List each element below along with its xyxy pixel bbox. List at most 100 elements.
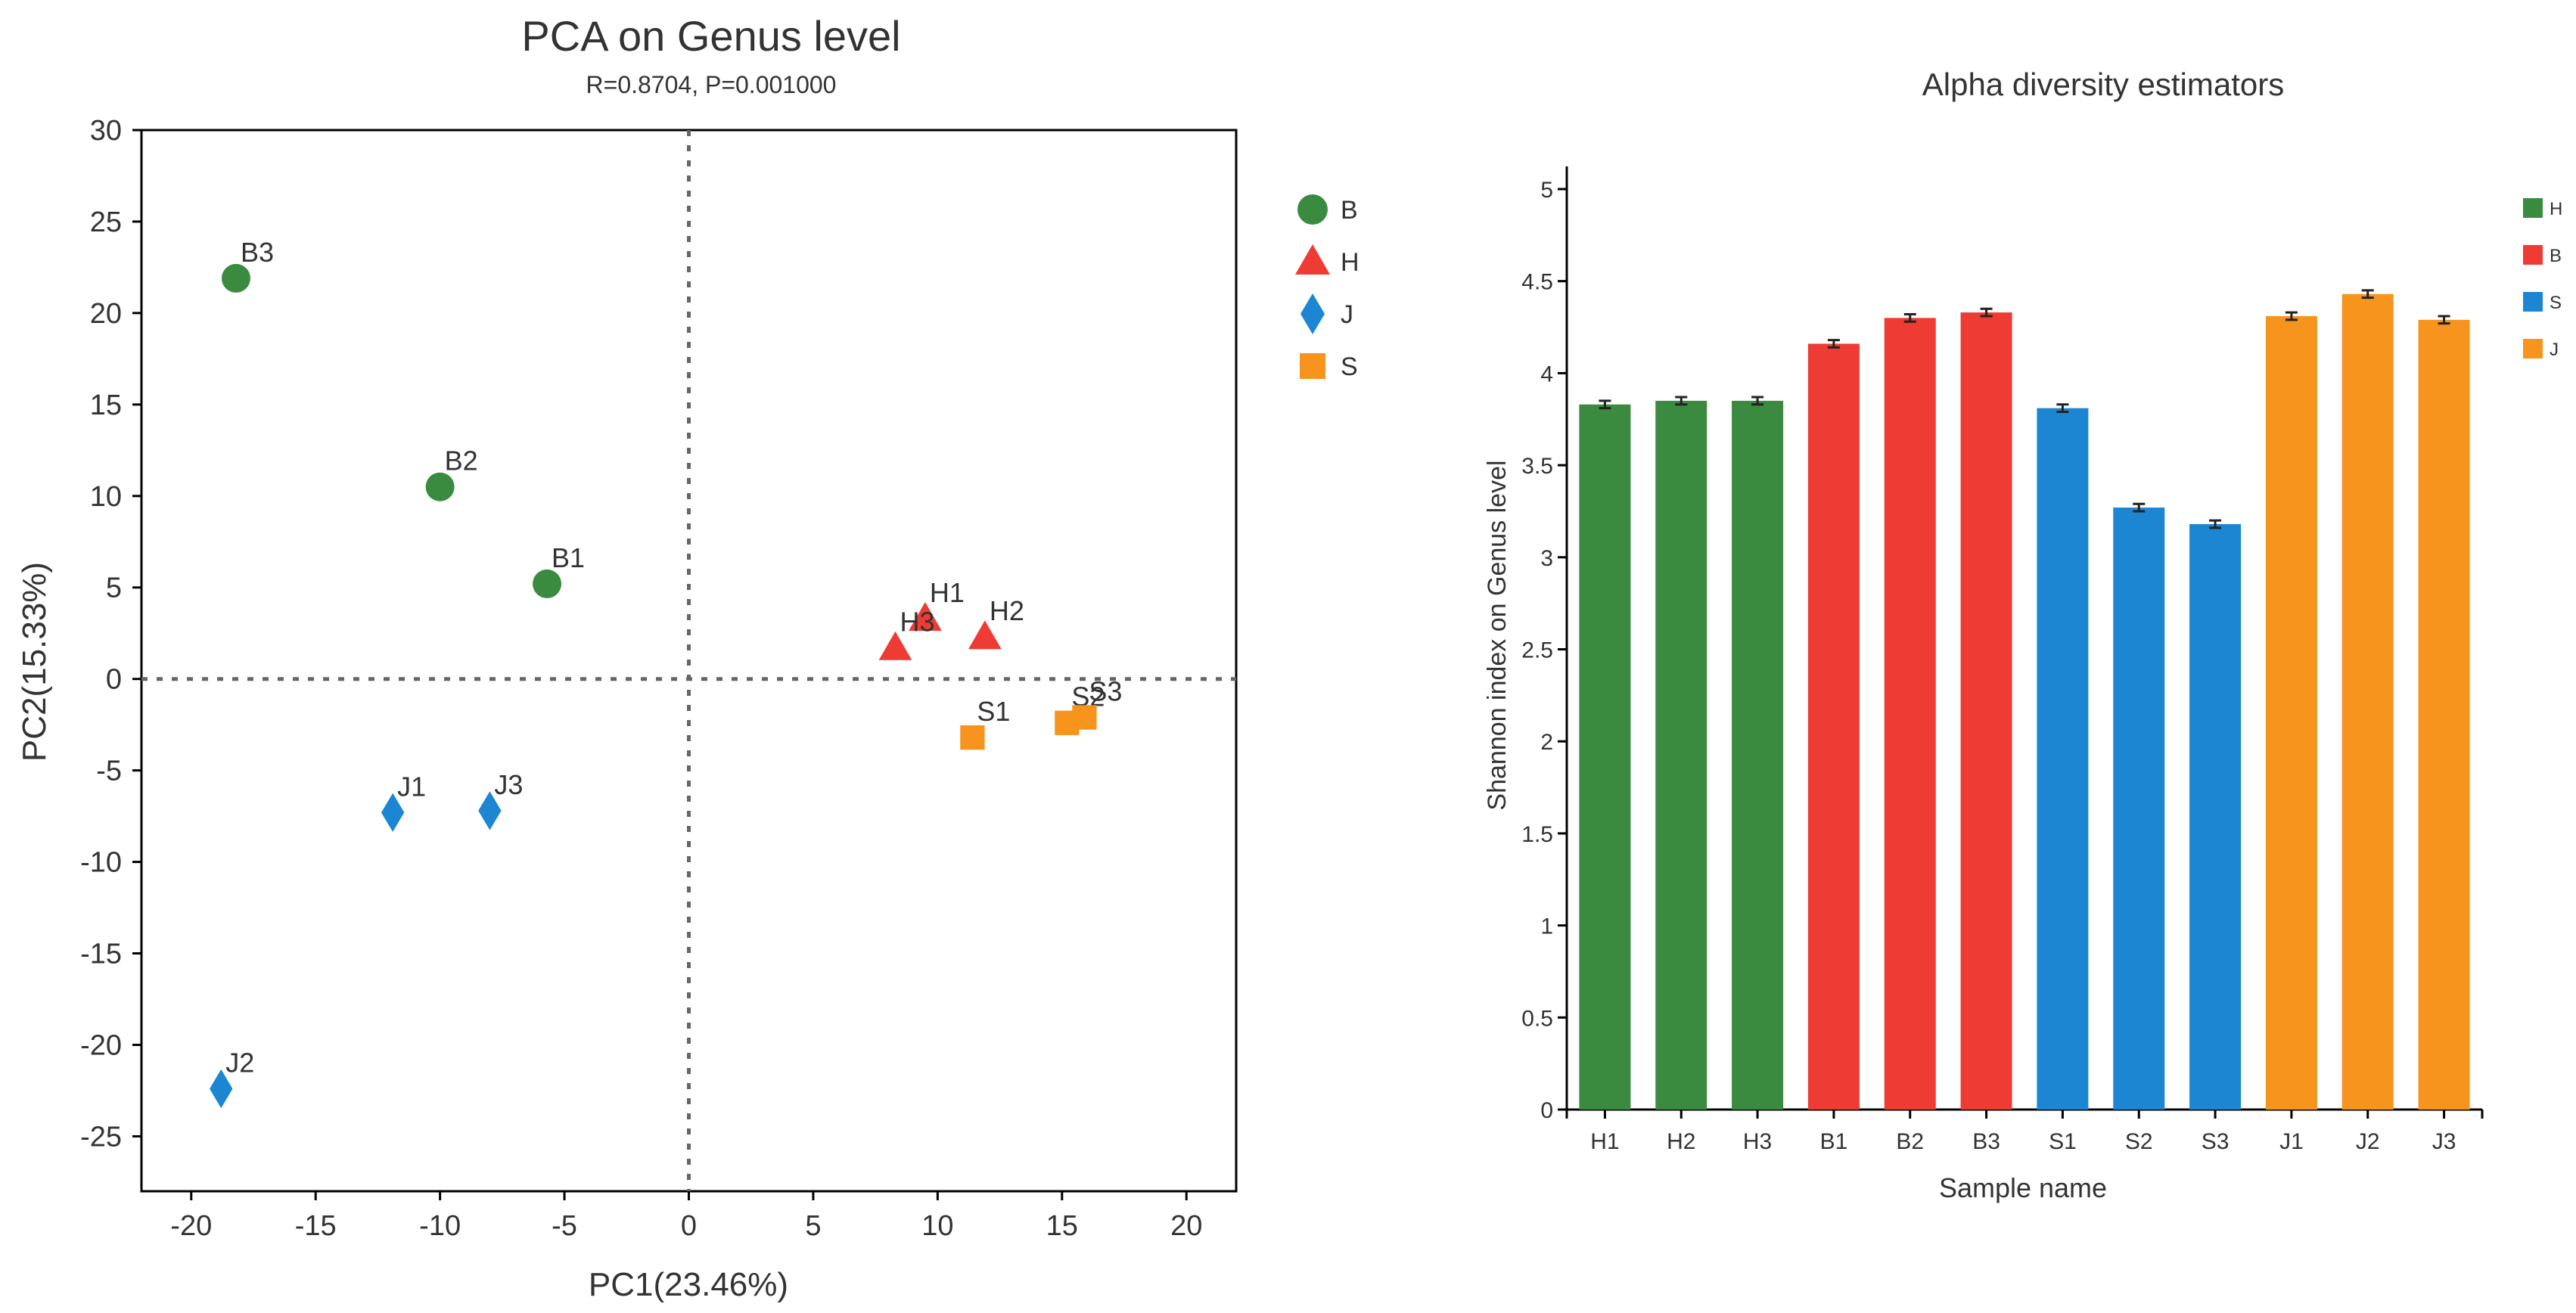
alpha-legend-swatch-b bbox=[2523, 245, 2543, 265]
alpha-y-tick-label: 3 bbox=[1540, 546, 1553, 571]
pca-y-axis: 30 25 20 15 10 5 0 -5 -10 -15 -20 -25 bbox=[80, 115, 141, 1153]
alpha-error-bar-h1 bbox=[1599, 399, 1611, 410]
alpha-legend-swatch-j bbox=[2523, 339, 2543, 359]
alpha-y-tick-label: 0 bbox=[1540, 1098, 1553, 1123]
alpha-error-bar-b3 bbox=[1980, 307, 1993, 318]
pca-subtitle: R=0.8704, P=0.001000 bbox=[586, 71, 837, 98]
alpha-bar-j3 bbox=[2418, 319, 2470, 1110]
pca-y-tick-label: -15 bbox=[80, 939, 122, 970]
pca-y-tick-label: -20 bbox=[80, 1029, 122, 1061]
alpha-bar-s3 bbox=[2189, 523, 2242, 1110]
alpha-x-axis: H1 H2 H3 B1 B2 B3 S1 S2 S3 J1 J2 J3 bbox=[1565, 1110, 2484, 1154]
alpha-y-axis-label: Shannon index on Genus level bbox=[1483, 460, 1512, 810]
pca-x-axis-label: PC1(23.46%) bbox=[589, 1266, 788, 1303]
pca-x-tick-label: -15 bbox=[295, 1210, 337, 1242]
pca-point-h2 bbox=[968, 620, 1002, 650]
pca-point-h3 bbox=[878, 631, 912, 660]
alpha-bar-h3 bbox=[1732, 400, 1784, 1110]
pca-legend-marker-s bbox=[1300, 353, 1325, 379]
pca-legend-marker-b bbox=[1297, 194, 1328, 225]
alpha-x-tick-label-b3: B3 bbox=[1972, 1129, 2000, 1154]
alpha-legend-label-h: H bbox=[2550, 199, 2562, 219]
alpha-bar-s1 bbox=[2037, 408, 2089, 1110]
pca-y-tick-label: -25 bbox=[80, 1121, 122, 1153]
alpha-y-tick-label: 2 bbox=[1540, 730, 1553, 755]
alpha-bar-b1 bbox=[1807, 343, 1860, 1110]
alpha-error-bar-b1 bbox=[1827, 339, 1840, 349]
alpha-y-tick-label: 1 bbox=[1540, 914, 1553, 939]
pca-y-tick-label: 30 bbox=[90, 115, 122, 147]
alpha-error-bar-h2 bbox=[1675, 396, 1688, 406]
pca-legend-marker-h bbox=[1295, 244, 1330, 275]
pca-title: PCA on Genus level bbox=[521, 12, 900, 60]
alpha-y-tick-label: 4.5 bbox=[1521, 270, 1553, 295]
alpha-title: Alpha diversity estimators bbox=[1922, 67, 2285, 102]
alpha-error-bar-j3 bbox=[2438, 315, 2450, 325]
pca-y-tick-label: -5 bbox=[96, 756, 122, 787]
alpha-error-bar-j1 bbox=[2285, 311, 2298, 321]
alpha-x-tick-label-s1: S1 bbox=[2049, 1129, 2077, 1154]
alpha-error-bar-s1 bbox=[2056, 403, 2069, 414]
alpha-legend-label-s: S bbox=[2550, 293, 2562, 313]
pca-panel: PCA on Genus level R=0.8704, P=0.001000 … bbox=[16, 12, 1359, 1303]
alpha-bar-j2 bbox=[2341, 293, 2394, 1110]
pca-x-tick-label: 5 bbox=[805, 1210, 821, 1242]
alpha-bar-b3 bbox=[1960, 312, 2012, 1110]
alpha-error-bar-s3 bbox=[2209, 519, 2222, 529]
pca-legend-label-h: H bbox=[1341, 248, 1359, 277]
pca-point-h1 bbox=[909, 602, 942, 632]
pca-point-j2 bbox=[210, 1069, 233, 1109]
alpha-bar-h1 bbox=[1579, 404, 1631, 1110]
alpha-y-tick-label: 4 bbox=[1540, 362, 1553, 386]
pca-x-axis: -20 -15 -10 -5 0 5 10 15 20 bbox=[170, 1191, 1202, 1242]
alpha-bar-s2 bbox=[2113, 508, 2165, 1110]
pca-y-tick-label: 15 bbox=[90, 390, 122, 421]
alpha-x-tick-label-h3: H3 bbox=[1743, 1129, 1772, 1154]
pca-x-tick-label: 10 bbox=[921, 1210, 953, 1242]
alpha-x-tick-label-j3: J3 bbox=[2432, 1129, 2456, 1154]
pca-point-b2 bbox=[425, 472, 455, 501]
pca-y-tick-label: 0 bbox=[106, 664, 122, 696]
pca-y-tick-label: -10 bbox=[80, 847, 122, 879]
pca-x-tick-label: 20 bbox=[1170, 1210, 1202, 1242]
alpha-y-tick-label: 1.5 bbox=[1521, 822, 1553, 847]
alpha-error-bar-s2 bbox=[2133, 502, 2146, 513]
pca-point-b3 bbox=[221, 263, 250, 293]
alpha-x-tick-label-j1: J1 bbox=[2279, 1129, 2304, 1154]
alpha-y-axis: 0 0.5 1 1.5 2 2.5 3 3.5 4 4.5 5 bbox=[1521, 178, 1567, 1123]
pca-point-label-s1: S1 bbox=[977, 696, 1010, 727]
alpha-y-tick-label: 5 bbox=[1540, 178, 1553, 203]
alpha-y-tick-label: 2.5 bbox=[1521, 638, 1553, 663]
alpha-x-tick-label-s2: S2 bbox=[2125, 1129, 2153, 1154]
pca-y-tick-label: 20 bbox=[90, 298, 122, 330]
pca-x-tick-label: 0 bbox=[681, 1210, 697, 1242]
pca-point-b1 bbox=[533, 569, 562, 598]
alpha-y-tick-label: 3.5 bbox=[1521, 454, 1553, 479]
alpha-error-bar-h3 bbox=[1751, 396, 1764, 406]
pca-point-label-b3: B3 bbox=[241, 237, 274, 268]
alpha-legend-label-j: J bbox=[2550, 340, 2559, 360]
pca-point-j3 bbox=[478, 791, 502, 830]
pca-point-label-b1: B1 bbox=[552, 542, 585, 573]
pca-x-tick-label: -20 bbox=[170, 1210, 212, 1242]
alpha-x-tick-label-j2: J2 bbox=[2356, 1129, 2380, 1154]
pca-y-tick-label: 5 bbox=[106, 573, 122, 604]
pca-point-s3 bbox=[1072, 705, 1097, 730]
alpha-bar-j1 bbox=[2265, 315, 2317, 1110]
pca-y-tick-label: 25 bbox=[90, 206, 122, 238]
pca-x-tick-label: 15 bbox=[1046, 1210, 1078, 1242]
pca-point-label-j3: J3 bbox=[494, 769, 523, 800]
alpha-legend-label-b: B bbox=[2550, 246, 2562, 266]
alpha-legend-swatch-h bbox=[2523, 198, 2543, 218]
alpha-x-tick-label-s3: S3 bbox=[2202, 1129, 2230, 1154]
pca-x-tick-label: -5 bbox=[552, 1210, 577, 1242]
pca-legend-label-j: J bbox=[1341, 300, 1353, 329]
alpha-x-tick-label-h2: H2 bbox=[1667, 1129, 1695, 1154]
pca-legend-label-s: S bbox=[1341, 352, 1358, 381]
pca-point-label-j2: J2 bbox=[225, 1048, 254, 1079]
alpha-x-axis-label: Sample name bbox=[1939, 1172, 2107, 1203]
alpha-error-bar-b2 bbox=[1903, 313, 1916, 323]
pca-point-label-h3: H3 bbox=[900, 607, 934, 638]
